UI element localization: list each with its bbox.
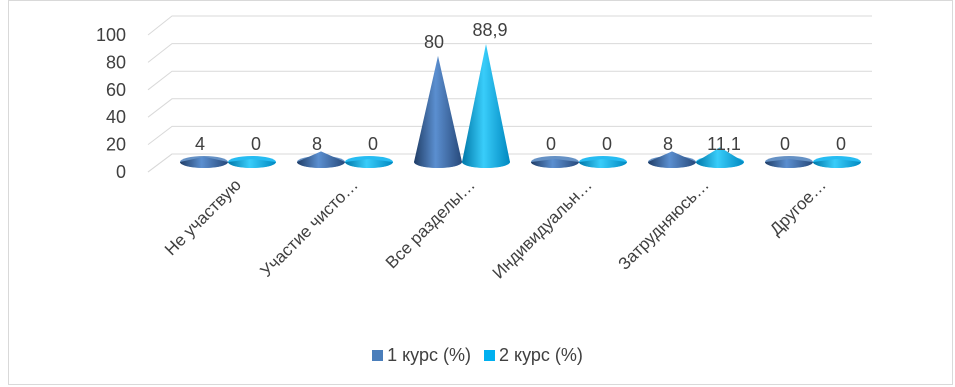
- y-tick-label: 0: [116, 162, 126, 182]
- y-tick-label: 20: [106, 135, 126, 155]
- floor-line: [147, 153, 872, 173]
- gridline-60: [147, 70, 872, 91]
- data-label: 8: [663, 134, 673, 154]
- cone-1-3: [531, 156, 579, 168]
- legend-swatch-series-2: [484, 350, 495, 361]
- cone-2-0: [228, 156, 276, 168]
- data-label: 0: [602, 134, 612, 154]
- category-label: Все разделы…: [382, 175, 479, 272]
- category-label: Затрудняюсь…: [615, 175, 713, 273]
- gridlines: [147, 15, 872, 173]
- y-tick-label: 100: [96, 25, 126, 45]
- category-label: Другое…: [766, 175, 830, 239]
- gridline-80: [147, 43, 872, 63]
- chart-area: [8, 0, 953, 385]
- cone-1-2: [414, 55, 462, 168]
- data-label: 4: [195, 134, 205, 154]
- data-label: 0: [368, 134, 378, 154]
- cone-2-5: [813, 156, 861, 168]
- cone-1-1: [297, 151, 345, 168]
- cone-2-3: [579, 156, 627, 168]
- y-tick-label: 80: [106, 52, 126, 72]
- data-label: 0: [780, 134, 790, 154]
- legend: 1 курс (%) 2 курс (%): [0, 345, 955, 366]
- gridline-100: [147, 15, 872, 36]
- y-tick-label: 60: [106, 80, 126, 100]
- cone-1-5: [765, 156, 813, 168]
- category-label: Не участвую: [161, 175, 245, 259]
- cone-2-2: [462, 44, 510, 168]
- category-label: Индивидуальн…: [489, 175, 596, 282]
- data-label: 88,9: [472, 20, 507, 40]
- category-label: Участие чисто…: [256, 175, 361, 280]
- y-tick-label: 40: [106, 107, 126, 127]
- gridline-40: [147, 98, 872, 118]
- legend-label-series-1: 1 курс (%): [387, 345, 471, 365]
- data-label: 8: [312, 134, 322, 154]
- legend-item-series-2: 2 курс (%): [484, 345, 583, 366]
- cone-1-4: [648, 151, 696, 168]
- category-labels: Не участвую Участие чисто… Все разделы… Инд…: [161, 175, 830, 282]
- data-label: 0: [836, 134, 846, 154]
- cone-2-1: [345, 156, 393, 168]
- gridline-20: [147, 125, 872, 145]
- cone-1-0: [180, 156, 228, 168]
- cone-2-4: [696, 147, 744, 168]
- legend-swatch-series-1: [372, 350, 384, 361]
- y-axis-ticks: 0 20 40 60 80 100: [96, 25, 126, 182]
- data-label: 80: [424, 32, 444, 52]
- data-label: 11,1: [707, 134, 741, 154]
- data-label: 0: [546, 134, 556, 154]
- legend-item-series-1: 1 курс (%): [372, 345, 471, 366]
- legend-label-series-2: 2 курс (%): [499, 345, 583, 365]
- data-label: 0: [251, 134, 261, 154]
- cone-marks: [180, 44, 861, 168]
